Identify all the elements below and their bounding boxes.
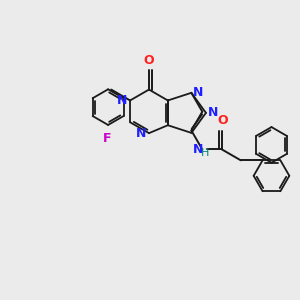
Text: O: O — [218, 114, 228, 127]
Text: H: H — [201, 148, 209, 158]
Text: F: F — [103, 132, 111, 145]
Text: N: N — [193, 143, 203, 156]
Text: N: N — [136, 127, 146, 140]
Text: N: N — [192, 86, 203, 99]
Text: O: O — [144, 54, 154, 67]
Text: N: N — [117, 94, 127, 107]
Text: N: N — [208, 106, 218, 119]
